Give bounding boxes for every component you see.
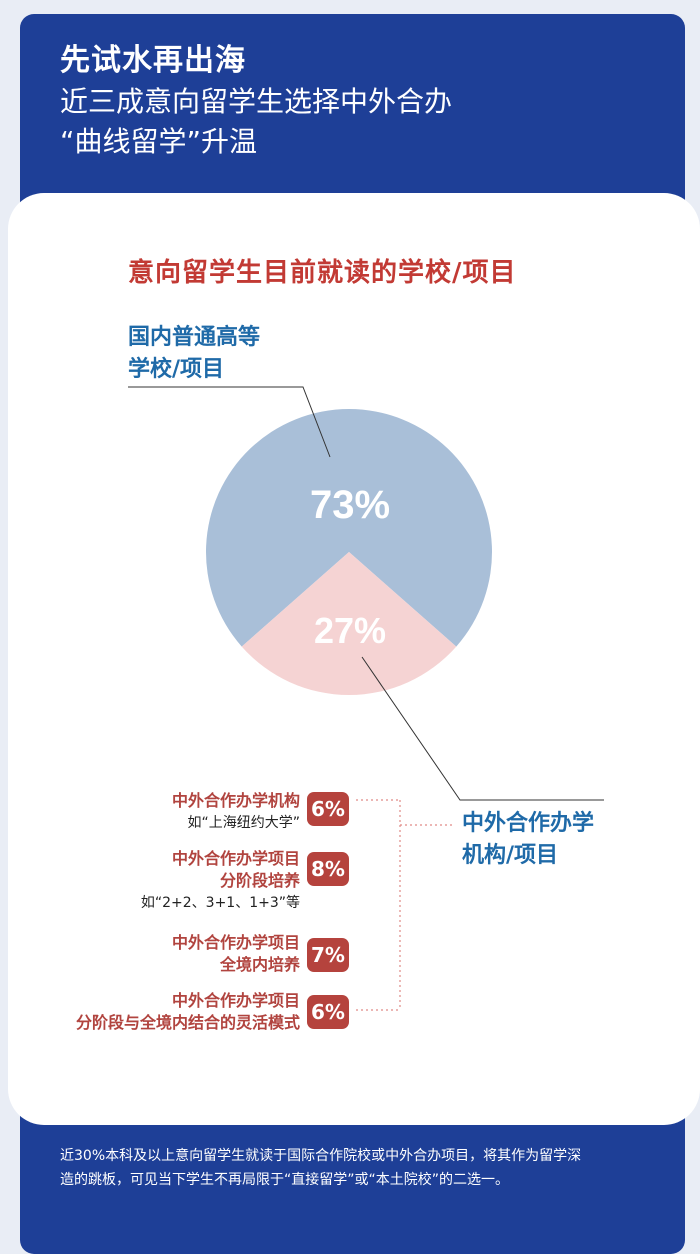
breakdown-badge-3: 7% (307, 938, 349, 972)
breakdown-row-4-label: 中外合作办学项目 (76, 990, 300, 1012)
breakdown-row-2: 中外合作办学项目 分阶段培养 如“2+2、3+1、1+3”等 (141, 848, 300, 914)
slice-label-domestic: 73% (310, 483, 390, 527)
breakdown-row-3-label2: 全境内培养 (172, 954, 300, 976)
slice-label-sino: 27% (314, 610, 386, 651)
breakdown-row-2-label2: 分阶段培养 (141, 870, 300, 892)
breakdown-row-1-note: 如“上海纽约大学” (172, 812, 300, 834)
breakdown-row-2-label: 中外合作办学项目 (141, 848, 300, 870)
breakdown-badge-4: 6% (307, 995, 349, 1029)
breakdown-row-4-label2: 分阶段与全境内结合的灵活模式 (76, 1012, 300, 1034)
breakdown-row-1-label: 中外合作办学机构 (172, 790, 300, 812)
breakdown-row-4: 中外合作办学项目 分阶段与全境内结合的灵活模式 (76, 990, 300, 1034)
footer-line-2: 造的跳板，可见当下学生不再局限于“直接留学”或“本土院校”的二选一。 (60, 1168, 660, 1192)
footer-line-1: 近30%本科及以上意向留学生就读于国际合作院校或中外合办项目，将其作为留学深 (60, 1144, 660, 1168)
breakdown-row-3: 中外合作办学项目 全境内培养 (172, 932, 300, 976)
breakdown-row-2-note: 如“2+2、3+1、1+3”等 (141, 892, 300, 914)
pie-slices (206, 409, 492, 695)
breakdown-row-1: 中外合作办学机构 如“上海纽约大学” (172, 790, 300, 834)
footer-note: 近30%本科及以上意向留学生就读于国际合作院校或中外合办项目，将其作为留学深 造… (60, 1144, 660, 1192)
breakdown-row-3-label: 中外合作办学项目 (172, 932, 300, 954)
breakdown-badge-2: 8% (307, 852, 349, 886)
breakdown-bracket (356, 800, 455, 1010)
breakdown-badge-1: 6% (307, 792, 349, 826)
